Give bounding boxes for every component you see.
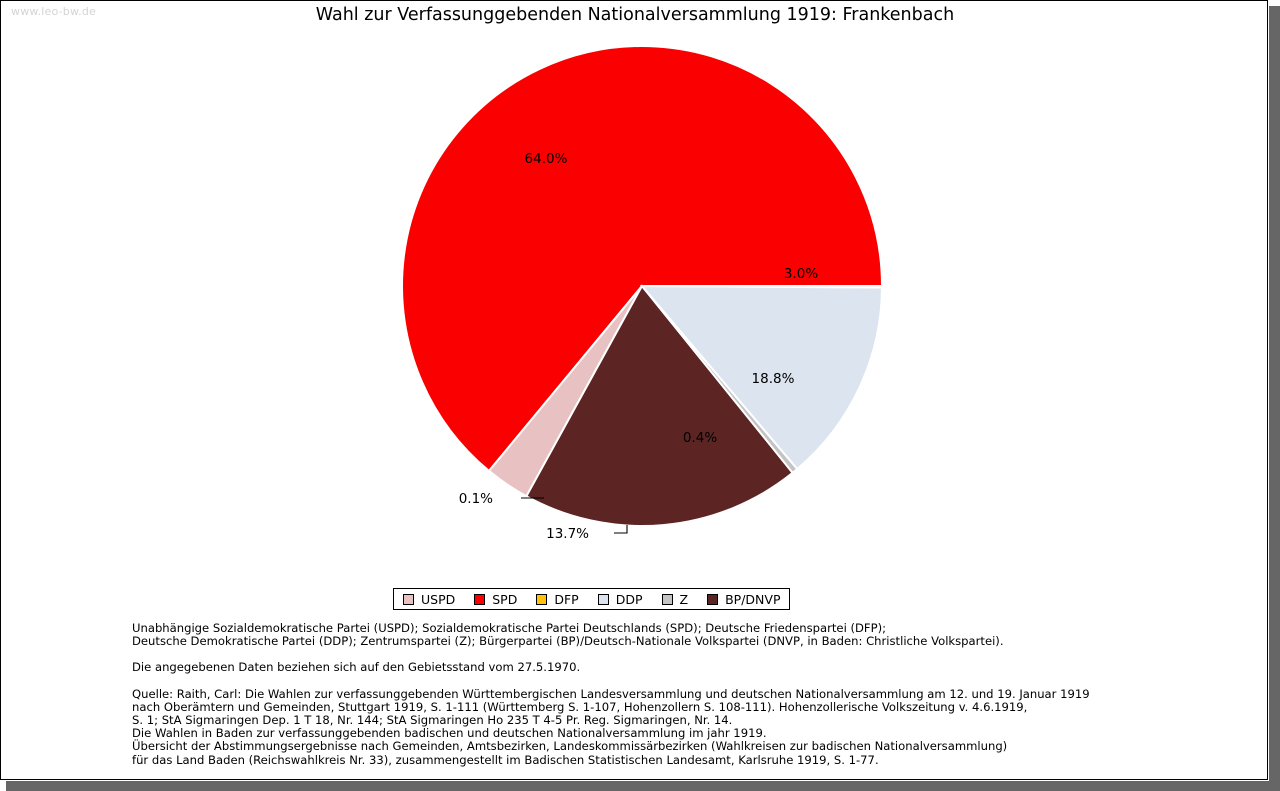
footnote-source: Quelle: Raith, Carl: Die Wahlen zur verf… (132, 686, 1222, 767)
legend-item-spd[interactable]: SPD (474, 592, 517, 607)
frame-shadow-right (1269, 6, 1280, 791)
legend-item-ddp[interactable]: DDP (597, 591, 643, 607)
legend-item-z[interactable]: Z (661, 591, 689, 607)
leader-line-ddp (614, 525, 628, 534)
legend-swatch-icon (403, 593, 414, 605)
chart-canvas: www.leo-bw.de Wahl zur Verfassunggebende… (0, 0, 1268, 780)
chart-legend: USPD SPD DFP DDP Z BP/DNVP (393, 588, 791, 610)
pie-slice-spd[interactable] (401, 45, 884, 473)
legend-item-dfp[interactable]: DFP (536, 591, 579, 607)
pie-slice-bp-dnvp[interactable] (525, 284, 795, 527)
footnote-line: S. 1; StA Sigmaringen Dep. 1 T 18, Nr. 1… (132, 713, 733, 728)
legend-swatch-icon (474, 593, 486, 605)
page-title: Wahl zur Verfassunggebenden Nationalvers… (315, 5, 955, 25)
pie-chart-svg: 64.0% 3.0% 18.8% 0.4% 13.7% 0.1% (401, 45, 884, 542)
footnote-line: Unabhängige Sozialdemokratische Partei (… (132, 621, 887, 635)
footnote-line: für das Land Baden (Reichswahlkreis Nr. … (132, 752, 879, 767)
legend-item-uspd[interactable]: USPD (403, 592, 455, 607)
legend-item-label: BP/DNVP (725, 591, 781, 607)
footnote-line: Die Wahlen in Baden zur verfassunggebend… (132, 726, 767, 741)
pie-slice-label-z: 0.4% (683, 430, 717, 446)
pie-slice-dfp[interactable] (641, 285, 884, 289)
footnote-line: Übersicht der Abstimmungsergebnisse nach… (132, 739, 1008, 754)
legend-swatch-icon (536, 593, 548, 605)
legend-swatch-icon (707, 593, 719, 605)
pie-slice-ddp[interactable] (639, 284, 884, 471)
legend-item-label: SPD (492, 591, 518, 607)
watermark-label: www.leo-bw.de (11, 5, 97, 18)
pie-slice-label-spd: 64.0% (525, 151, 568, 167)
pie-slice-label-bp-dnvp: 18.8% (752, 371, 795, 387)
footnote-line: Deutsche Demokratische Partei (DDP); Zen… (132, 634, 1004, 649)
pie-leader-lines (521, 497, 628, 534)
legend-swatch-icon (661, 593, 673, 605)
legend-swatch-icon (597, 593, 609, 605)
footnote-territory: Die angegebenen Daten beziehen sich auf … (132, 661, 1222, 674)
frame-shadow-bottom (6, 781, 1280, 791)
pie-slice-labels: 64.0% 3.0% 18.8% 0.4% 13.7% 0.1% (459, 151, 819, 542)
pie-slices (401, 45, 884, 527)
footnotes: Unabhängige Sozialdemokratische Partei (… (132, 621, 1222, 767)
legend-item-label: Z (679, 591, 689, 607)
legend-item-label: DDP (615, 591, 643, 607)
legend-item-label: USPD (421, 591, 456, 607)
footnote-line: nach Oberämtern und Gemeinden, Stuttgart… (132, 699, 1028, 714)
legend-item-bp-dnvp[interactable]: BP/DNVP (707, 592, 780, 607)
pie-slice-label-dfp: 0.1% (459, 491, 493, 507)
footnote-line: Quelle: Raith, Carl: Die Wahlen zur verf… (132, 686, 1090, 701)
pie-slice-label-uspd: 3.0% (784, 266, 818, 282)
footnote-line: Die angegebenen Daten beziehen sich auf … (132, 660, 581, 675)
pie-chart: 64.0% 3.0% 18.8% 0.4% 13.7% 0.1% (1, 1, 1267, 581)
footnote-parties: Unabhängige Sozialdemokratische Partei (… (132, 621, 1222, 649)
legend-item-label: DFP (554, 591, 579, 607)
pie-slice-label-ddp: 13.7% (546, 526, 589, 542)
